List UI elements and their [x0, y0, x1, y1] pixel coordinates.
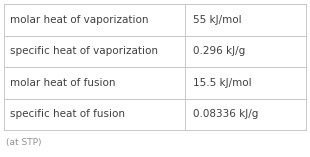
- Text: molar heat of vaporization: molar heat of vaporization: [10, 15, 148, 25]
- Text: molar heat of fusion: molar heat of fusion: [10, 78, 116, 88]
- Text: (at STP): (at STP): [6, 138, 42, 146]
- Text: 55 kJ/mol: 55 kJ/mol: [193, 15, 241, 25]
- Text: 0.296 kJ/g: 0.296 kJ/g: [193, 46, 245, 56]
- Text: specific heat of vaporization: specific heat of vaporization: [10, 46, 158, 56]
- Text: 15.5 kJ/mol: 15.5 kJ/mol: [193, 78, 252, 88]
- Text: 0.08336 kJ/g: 0.08336 kJ/g: [193, 109, 258, 119]
- Text: specific heat of fusion: specific heat of fusion: [10, 109, 125, 119]
